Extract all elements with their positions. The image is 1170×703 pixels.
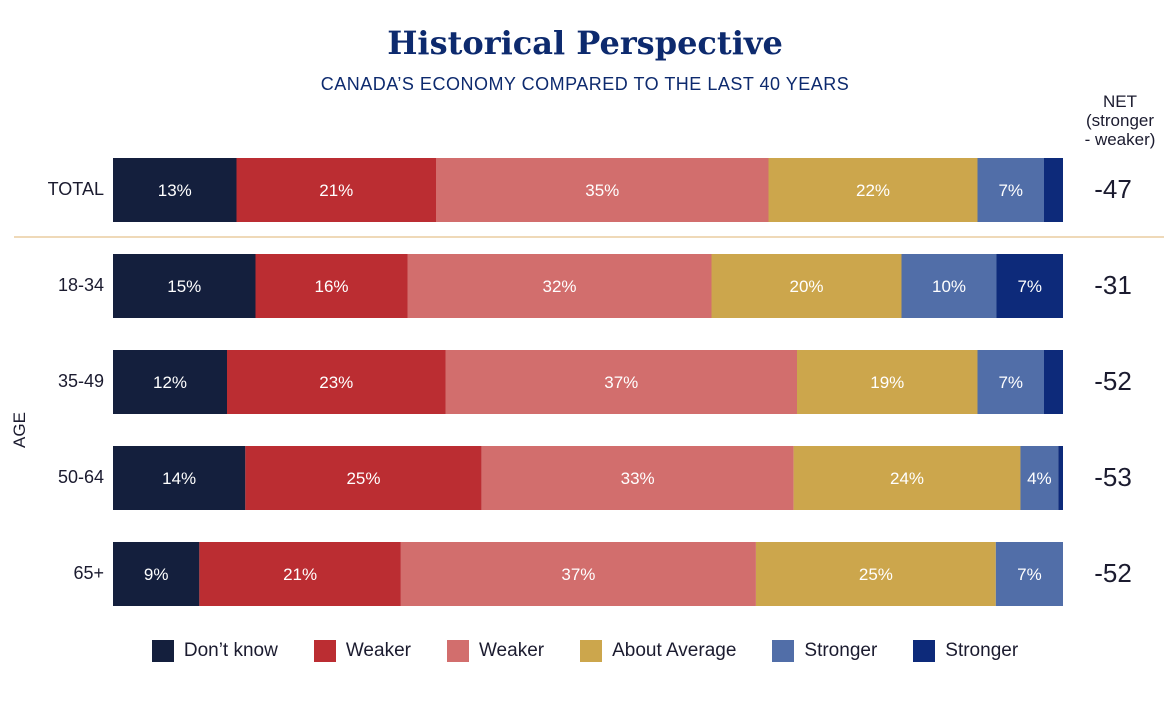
legend: Don’t know Weaker Weaker About Average Stron… [0, 640, 1170, 662]
bar-segment [113, 542, 200, 606]
row-label: TOTAL [47, 179, 104, 199]
bar-segment [797, 350, 978, 414]
data-label: 14% [162, 469, 196, 488]
bar-segment [1044, 158, 1063, 222]
data-label: 25% [346, 469, 380, 488]
bar-segment [236, 158, 436, 222]
data-label: 35% [585, 181, 619, 200]
legend-item: Stronger [913, 640, 1018, 662]
legend-swatch [913, 640, 936, 662]
total-divider [14, 236, 1164, 238]
bar-segment [1058, 446, 1063, 510]
data-label: 15% [167, 277, 201, 296]
data-label: 21% [283, 565, 317, 584]
data-label: 33% [621, 469, 655, 488]
data-label: 37% [561, 565, 595, 584]
data-label: 7% [998, 181, 1023, 200]
bar-segment [1020, 446, 1059, 510]
bar-segment [407, 254, 712, 318]
net-header-line: - weaker) [1084, 130, 1156, 149]
legend-label: Weaker [478, 640, 545, 661]
bar-segment [711, 254, 902, 318]
net-value: -52 [1094, 558, 1132, 588]
legend-swatch [151, 640, 174, 662]
row-label: 50-64 [57, 467, 104, 487]
data-label: 7% [1017, 565, 1042, 584]
data-label: 12% [153, 373, 187, 392]
legend-label: About Average [612, 640, 737, 661]
net-value: -52 [1094, 366, 1132, 396]
chart-subtitle: CANADA’S ECONOMY COMPARED TO THE LAST 40… [320, 74, 850, 94]
data-label: 37% [604, 373, 638, 392]
net-header-line: (stronger [1085, 111, 1155, 130]
legend-label: Don’t know [183, 640, 278, 661]
legend-swatch [772, 640, 795, 662]
legend-swatch [313, 640, 336, 662]
bar-segment [245, 446, 482, 510]
net-value: -31 [1094, 270, 1132, 300]
data-label: 7% [998, 373, 1023, 392]
bar-segment [255, 254, 408, 318]
data-label: 24% [890, 469, 924, 488]
data-label: 13% [158, 181, 192, 200]
legend-item: Don’t know [151, 640, 278, 662]
chart-title: Historical Perspective [387, 24, 783, 62]
legend-swatch [446, 640, 469, 662]
data-label: 10% [932, 277, 966, 296]
legend-label: Stronger [804, 640, 878, 661]
bar-segment [113, 158, 237, 222]
net-value: -53 [1094, 462, 1132, 492]
data-label: 20% [789, 277, 823, 296]
data-label: 25% [859, 565, 893, 584]
data-label: 9% [144, 565, 169, 584]
net-value: -47 [1094, 174, 1132, 204]
legend-item: Stronger [772, 640, 877, 662]
legend-item: Weaker [446, 640, 545, 662]
net-header: NET (stronger - weaker) [1070, 92, 1170, 149]
bar-segment [793, 446, 1021, 510]
legend-label: Weaker [345, 640, 411, 661]
data-label: 7% [1017, 277, 1042, 296]
bar-segment [113, 254, 256, 318]
row-label: 18-34 [57, 275, 104, 295]
bar-segment [113, 350, 227, 414]
legend-swatch [580, 640, 603, 662]
data-label: 21% [319, 181, 353, 200]
bar-segment [227, 350, 446, 414]
data-label: 32% [542, 277, 576, 296]
row-label: 65+ [73, 563, 104, 583]
bar-segment [199, 542, 401, 606]
bar-segment [977, 158, 1044, 222]
net-header-line: NET [1103, 92, 1137, 111]
legend-item: Weaker [313, 640, 411, 662]
legend-item: About Average [580, 640, 736, 662]
row-label: 35-49 [57, 371, 104, 391]
data-label: 23% [319, 373, 353, 392]
legend-label: Stronger [945, 640, 1019, 661]
bar-segment [1044, 350, 1063, 414]
bar-segment [901, 254, 997, 318]
bar-segment [400, 542, 756, 606]
bar-segment [977, 350, 1044, 414]
bar-segment [445, 350, 797, 414]
bar-segment [113, 446, 246, 510]
data-label: 16% [314, 277, 348, 296]
data-label: 19% [870, 373, 904, 392]
bar-segment [481, 446, 794, 510]
data-label: 4% [1027, 469, 1052, 488]
bar-segment [996, 254, 1063, 318]
data-label: 22% [856, 181, 890, 200]
bar-segment [755, 542, 996, 606]
bar-segment [768, 158, 978, 222]
bar-segment [436, 158, 769, 222]
bar-segment [995, 542, 1063, 606]
